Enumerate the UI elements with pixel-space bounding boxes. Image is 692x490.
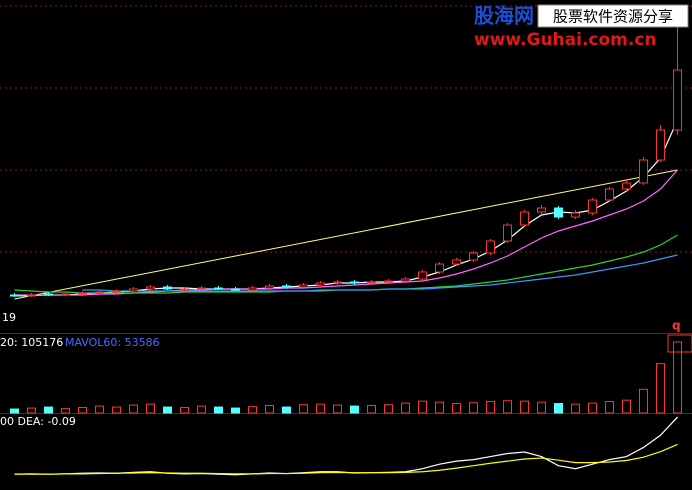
plot-area [10, 10, 682, 476]
volume-bar [367, 404, 376, 414]
candle-body [384, 280, 393, 283]
volume-bar [639, 388, 648, 414]
legend-entry: MAVOL60: 53586 [65, 336, 160, 349]
candle-body [27, 294, 36, 297]
candle-body [163, 286, 172, 290]
candle-body [435, 263, 444, 273]
volume-bar [401, 402, 410, 414]
volume-bar [112, 406, 121, 414]
volume-bar [622, 399, 631, 414]
candle-body [78, 292, 87, 295]
volume-bar [673, 341, 682, 414]
candle-body [44, 293, 53, 296]
trend-line [14, 169, 678, 300]
candle-body [265, 285, 274, 289]
candle-body [554, 207, 563, 218]
volume-bar [554, 403, 563, 414]
candle-body [197, 287, 206, 290]
candle-body [571, 212, 580, 218]
volume-bar [248, 406, 257, 414]
candle-body [503, 224, 512, 242]
series-line [82, 254, 678, 292]
volume-bar [418, 400, 427, 414]
volume-bar [452, 403, 461, 414]
candle-body [299, 284, 308, 288]
candle-body [282, 285, 291, 288]
candle-body [520, 211, 529, 226]
volume-bar [214, 406, 223, 414]
volume-bar [27, 407, 36, 414]
candle-body [367, 281, 376, 284]
volume-bar [333, 404, 342, 414]
candle-body [248, 287, 257, 291]
volume-bar [129, 404, 138, 414]
legend-entry: 20: 105176 [0, 336, 63, 349]
candle-body [316, 282, 325, 286]
brand: 股海网 [474, 4, 534, 28]
volume-bar [503, 400, 512, 414]
candle-body [112, 290, 121, 293]
volume-bar [469, 402, 478, 414]
candle-body [350, 281, 359, 284]
candle-body [95, 291, 104, 294]
volume-bar [231, 407, 240, 414]
candle-body [605, 188, 614, 201]
candle-body [10, 294, 19, 297]
volume-bar [95, 405, 104, 414]
volume-bar [435, 401, 444, 414]
volume-bar [282, 406, 291, 414]
candle-body [469, 252, 478, 261]
volume-bar [61, 408, 70, 414]
candle-body [452, 259, 461, 265]
volume-bar [180, 406, 189, 414]
candle-body [231, 288, 240, 291]
marker: q [672, 319, 681, 333]
candle-body [146, 286, 155, 290]
candle-body [656, 129, 665, 161]
volume-bar [299, 404, 308, 414]
candle-body [401, 278, 410, 282]
volume-bar [163, 406, 172, 414]
slogan: 股票软件资源分享 [553, 8, 673, 26]
candle-body [61, 293, 70, 296]
series-line [14, 443, 678, 475]
volume-bar [605, 401, 614, 414]
volume-bar [316, 403, 325, 414]
volume-bar [384, 404, 393, 414]
candle-body [673, 69, 682, 131]
marker-box [667, 334, 692, 353]
candle-body [588, 199, 597, 214]
candle-body [129, 288, 138, 292]
volume-bar [44, 406, 53, 414]
logo-box [537, 4, 689, 28]
volume-bar [486, 401, 495, 414]
panel-label: 00 DEA: -0.09 [0, 415, 76, 428]
volume-bar [537, 401, 546, 414]
volume-bar [10, 408, 19, 414]
volume-bar [197, 405, 206, 414]
volume-bar [350, 405, 359, 414]
volume-bar [520, 400, 529, 414]
candle-body [333, 281, 342, 284]
volume-bar [588, 402, 597, 414]
candle-body [214, 287, 223, 290]
panel-label: 19 [2, 311, 16, 324]
volume-bar [146, 403, 155, 414]
logo: 股海网 股票软件资源分享 www.Guhai.com.cn [474, 4, 689, 50]
candle-body [639, 159, 648, 184]
candle-body [537, 207, 546, 213]
candle-body [418, 271, 427, 280]
candle-body [486, 240, 495, 254]
url: www.Guhai.com.cn [474, 30, 657, 50]
volume-bar [656, 363, 665, 414]
volume-bar [78, 406, 87, 414]
candle-body [180, 288, 189, 291]
candle-body [622, 182, 631, 190]
volume-bar [265, 404, 274, 414]
volume-bar [571, 403, 580, 414]
